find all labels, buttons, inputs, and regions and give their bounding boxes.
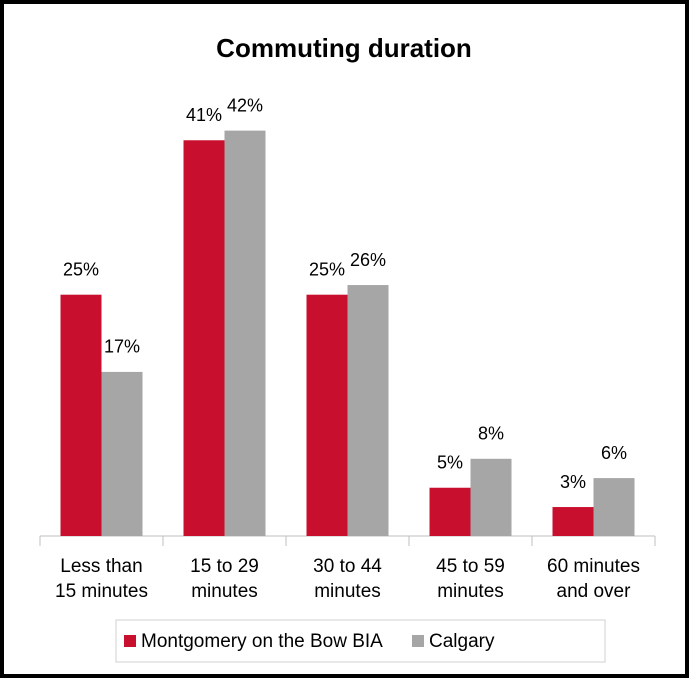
bar [552, 507, 594, 536]
x-tick-label: minutes [191, 581, 258, 602]
x-tick-label: 15 minutes [55, 581, 148, 602]
bar [347, 285, 389, 536]
bar [101, 371, 143, 536]
bar [183, 140, 225, 536]
data-label: 42% [227, 95, 263, 115]
x-tick-label: 45 to 59 [436, 556, 505, 577]
bar [60, 294, 102, 536]
chart-title: Commuting duration [216, 33, 472, 63]
legend-swatch [412, 635, 424, 647]
bar [306, 294, 348, 536]
legend-label: Montgomery on the Bow BIA [141, 631, 383, 652]
data-label: 26% [350, 250, 386, 270]
bar [593, 478, 635, 536]
x-tick-label: 30 to 44 [313, 556, 382, 577]
x-tick-label: and over [557, 581, 632, 602]
bar [470, 458, 512, 536]
data-label: 8% [478, 424, 504, 444]
x-tick-label: minutes [314, 581, 381, 602]
data-label: 6% [601, 443, 627, 463]
data-label: 41% [186, 105, 222, 125]
data-label: 5% [437, 452, 463, 472]
x-tick-label: minutes [437, 581, 504, 602]
bar [224, 130, 266, 536]
x-tick-label: Less than [60, 556, 142, 577]
legend-box [115, 619, 606, 663]
x-tick-label: 60 minutes [547, 556, 640, 577]
bar [429, 487, 471, 536]
data-label: 17% [104, 337, 140, 357]
data-label: 3% [560, 472, 586, 492]
legend-label: Calgary [429, 631, 495, 652]
data-label: 25% [309, 259, 345, 279]
data-label: 25% [63, 259, 99, 279]
legend-swatch [124, 635, 136, 647]
x-tick-label: 15 to 29 [190, 556, 259, 577]
